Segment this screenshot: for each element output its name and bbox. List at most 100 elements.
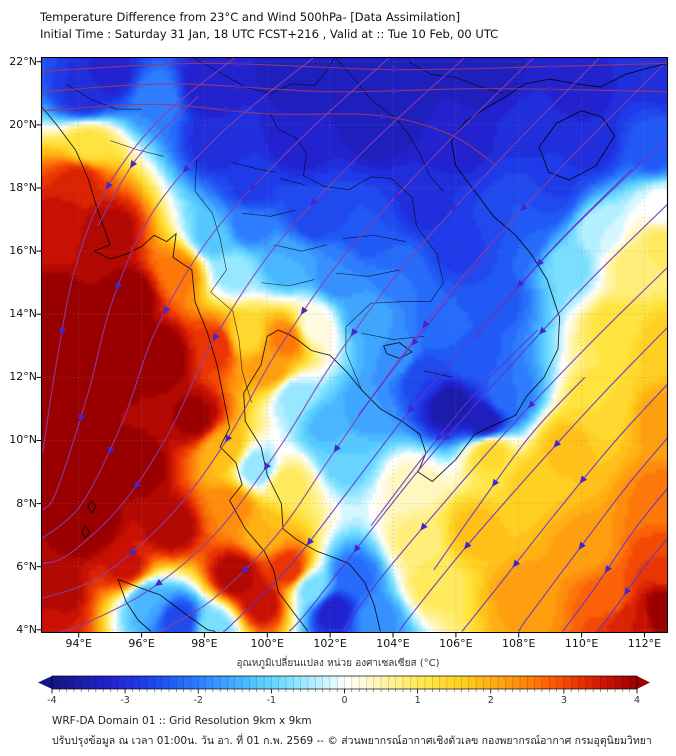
colorbar-tick-label: 1 <box>415 695 421 706</box>
wind-arrows <box>59 60 632 596</box>
colorbar-segment <box>315 676 323 689</box>
wind-arrow-icon <box>536 258 544 267</box>
colorbar-segment <box>505 676 514 689</box>
x-tick-label: 96°E <box>128 637 155 650</box>
colorbar-segment <box>198 676 206 689</box>
colorbar-segment <box>329 676 338 689</box>
plot-frame <box>40 56 669 634</box>
wind-arrow-icon <box>538 326 547 335</box>
wind-arrow-icon <box>105 181 113 190</box>
wind-arrow-icon <box>59 327 66 336</box>
colorbar-segment <box>373 676 382 689</box>
x-tick-label: 110°E <box>564 637 599 650</box>
colorbar-segment <box>600 676 609 689</box>
footer-thai-credit: ปรับปรุงข้อมูล ณ เวลา 01:00น. วัน อา. ที… <box>52 735 652 747</box>
colorbar-segment <box>468 676 477 689</box>
x-tick-label: 112°E <box>627 637 662 650</box>
colorbar-segment <box>220 676 228 689</box>
colorbar-segment <box>307 676 316 689</box>
colorbar-segment <box>176 676 184 689</box>
coastlines <box>40 62 669 632</box>
y-tick-label: 12°N <box>9 370 37 384</box>
colorbar-segment <box>593 676 601 689</box>
colorbar-segment <box>125 676 133 689</box>
colorbar-segment <box>66 676 75 689</box>
colorbar-segment <box>461 676 470 689</box>
wind-arrow-icon <box>578 541 586 550</box>
colorbar-segment <box>227 676 236 689</box>
colorbar-segment <box>483 676 492 689</box>
colorbar-segment <box>322 676 331 689</box>
colorbar-segment <box>212 676 221 689</box>
wind-arrow-icon <box>420 522 428 531</box>
colorbar-segment <box>95 676 104 689</box>
colorbar-segment <box>169 676 177 689</box>
y-tick-label: 4°N <box>16 622 37 636</box>
colorbar-segment <box>300 676 309 689</box>
colorbar-segment <box>403 676 411 689</box>
y-tick-label: 18°N <box>9 180 37 194</box>
wind-arrow-icon <box>182 164 191 173</box>
axis-ticks <box>36 61 645 638</box>
wind-arrow-icon <box>624 587 632 596</box>
colorbar-segment <box>432 676 440 689</box>
colorbar-tick-label: 3 <box>561 695 567 706</box>
grid-lines <box>41 57 668 633</box>
wind-streamlines <box>42 56 669 632</box>
x-tick-label: 102°E <box>313 637 347 650</box>
colorbar-segment <box>388 676 397 689</box>
x-tick-label: 100°E <box>250 637 284 650</box>
colorbar-segment <box>271 676 280 689</box>
colorbar-segment <box>110 676 119 689</box>
colorbar-segment <box>446 676 455 689</box>
wind-arrow-icon <box>391 87 400 95</box>
wind-arrow-icon <box>225 434 233 443</box>
colorbar-segment <box>139 676 148 689</box>
wind-arrow-icon <box>411 337 419 346</box>
colorbar-tick-label: 0 <box>341 695 347 706</box>
wind-arrow-icon <box>527 400 536 409</box>
wind-arrow-icon <box>306 537 314 546</box>
wind-arrow-icon <box>154 579 163 587</box>
colorbar-segment <box>585 676 594 689</box>
wind-arrow-icon <box>516 279 525 288</box>
colorbar-segment <box>381 676 389 689</box>
wind-arrow-icon <box>224 106 233 114</box>
wind-arrow-icon <box>310 197 319 206</box>
colorbar-segment <box>154 676 163 689</box>
colorbar-segment <box>578 676 587 689</box>
colorbar-segment <box>490 676 499 689</box>
wind-arrow-icon <box>520 203 528 212</box>
colorbar-segment <box>286 676 294 689</box>
wind-arrow-icon <box>212 333 220 342</box>
colorbar-segment <box>563 676 572 689</box>
colorbar-segment <box>439 676 448 689</box>
wind-arrow-icon <box>300 306 308 315</box>
colorbar-segment <box>52 676 60 689</box>
colorbar-segment <box>527 676 535 689</box>
colorbar-tick-label: 2 <box>488 695 494 706</box>
colorbar-segment <box>234 676 243 689</box>
wind-arrow-icon <box>553 439 562 448</box>
colorbar-segment <box>607 676 616 689</box>
colorbar-label: อุณหภูมิเปลี่ยนแปลง หน่วย องศาเซลเซียส (… <box>236 658 440 669</box>
colorbar-tick-label: 4 <box>634 695 640 706</box>
wind-arrow-icon <box>128 547 137 556</box>
colorbar-segment <box>344 676 353 689</box>
wind-arrow-icon <box>129 160 138 169</box>
colorbar-segment <box>622 676 631 689</box>
y-tick-label: 8°N <box>16 496 37 510</box>
colorbar-segment <box>161 676 170 689</box>
wind-arrow-icon <box>78 413 85 422</box>
y-tick-label: 10°N <box>9 433 37 447</box>
colorbar-segment <box>103 676 111 689</box>
colorbar-segment <box>512 676 521 689</box>
colorbar-segment <box>278 676 287 689</box>
colorbar-segment <box>351 676 360 689</box>
colorbar-segment <box>424 676 433 689</box>
wind-arrow-icon <box>263 462 271 471</box>
colorbar-segment <box>249 676 258 689</box>
colorbar-segment <box>337 676 345 689</box>
colorbar-segment <box>629 676 638 689</box>
wind-arrow-icon <box>379 112 388 120</box>
